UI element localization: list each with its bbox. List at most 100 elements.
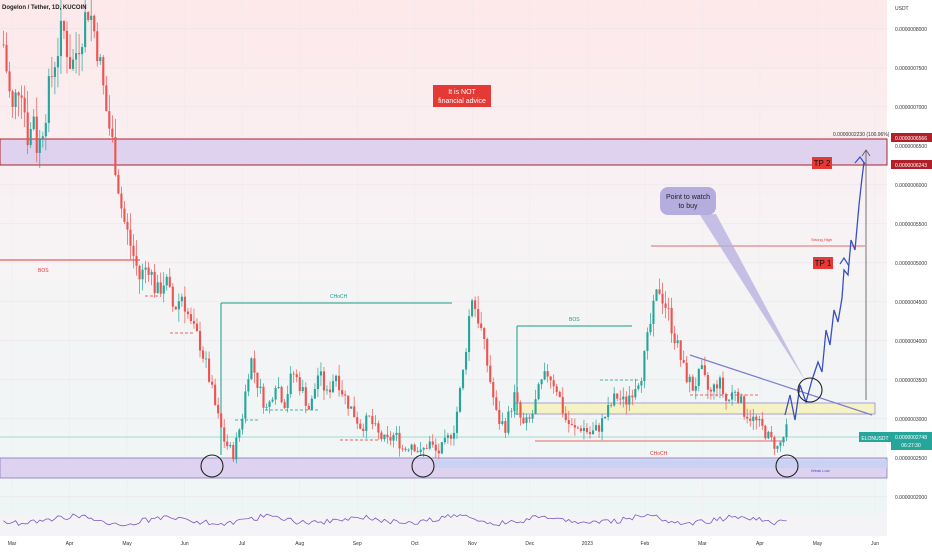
candle-body [585,428,589,433]
buy-circle [797,377,823,403]
candle-body [477,309,480,324]
candle-body [455,411,459,433]
candle-body [413,444,416,452]
candle-body [268,401,271,407]
candle-body [198,330,202,351]
candle-body [90,15,93,20]
candle-body [96,31,99,62]
candle-body [468,316,471,352]
candle-body [144,267,147,270]
candle-body [11,91,14,107]
candle-body [782,437,785,443]
symbol-tag-label: ELONUSDT [861,436,888,442]
candle-body [516,392,519,403]
tp1-box [813,257,833,269]
candle-body [238,429,241,438]
candle-body [371,416,374,425]
candle-body [47,76,50,123]
candle-body [8,71,11,92]
candle-body [507,411,510,433]
candle-body [319,371,322,376]
candle-body [120,193,123,209]
candle-body [147,267,150,275]
disclaimer-line-1: It is NOT [448,89,476,96]
candle-body [20,95,23,98]
y-tick-label: 0.0000007000 [895,105,927,111]
tp2-box [812,157,832,169]
candle-body [138,265,141,280]
candle-body [504,421,507,433]
candle-body [461,369,465,389]
candle-body [718,377,722,389]
candle-body [344,394,347,396]
candle-body [706,374,709,390]
candle-body [87,12,90,20]
candle-body [570,424,573,426]
candle-body [386,434,389,438]
candle-body [561,397,564,414]
candle-body [259,386,262,388]
candle-body [428,441,431,449]
tp1-label: TP 1 [815,259,832,268]
candle-body [767,431,770,439]
candle-body [643,350,646,382]
candle-body [616,393,619,399]
candle-body [14,92,17,107]
candle-body [162,285,165,294]
time-axis-background [0,536,887,550]
candle-body [622,396,625,400]
x-tick-label: May [122,541,132,547]
tp1-arrow [839,256,850,267]
candle-body [389,437,392,441]
x-tick-label: Jun [181,541,189,547]
candle-body [652,300,655,324]
y-tick-label: 0.0000002500 [895,456,927,462]
y-tick-label: 0.0000005500 [895,222,927,228]
candles [2,0,788,464]
disclaimer-box [433,85,491,107]
candle-body [117,175,120,194]
candle-body [295,374,298,378]
candle-body [407,449,410,451]
candle-body [715,384,719,389]
candle-body [591,430,595,435]
candle-body [81,47,84,55]
candle-body [416,451,419,453]
candle-body [59,20,63,57]
candle-body [437,450,440,454]
candle-body [712,384,715,392]
candle-body [727,399,731,401]
candle-body [177,301,180,310]
candle-body [613,393,616,406]
y-tick-label: 0.0000002000 [895,495,927,501]
candle-body [537,384,540,400]
candle-body [180,296,183,302]
x-tick-label: Oct [411,541,419,547]
candle-body [29,129,32,145]
candle-body [23,97,26,113]
candle-body [404,448,407,450]
y-tick-label: 0.0000006000 [895,183,927,189]
candle-body [304,387,307,406]
candle-body [758,418,761,421]
candle-body [35,116,38,153]
y-tick-label: 0.0000008000 [895,27,927,33]
y-tick-label: 0.0000003000 [895,417,927,423]
bottom-circle-2 [411,454,435,478]
candle-body [582,428,586,431]
candle-body [761,418,764,426]
candle-body [359,423,362,429]
x-tick-label: Jul [239,541,245,547]
candle-body [204,358,208,360]
candle-body [471,300,474,317]
candle-body [298,377,301,392]
candle-body [688,376,691,383]
candle-body [649,323,652,333]
candle-body [17,92,20,96]
candle-body [214,384,217,405]
candle-body [740,396,743,403]
candle-body [779,442,782,446]
candle-body [5,44,8,72]
candle-body [646,332,649,351]
